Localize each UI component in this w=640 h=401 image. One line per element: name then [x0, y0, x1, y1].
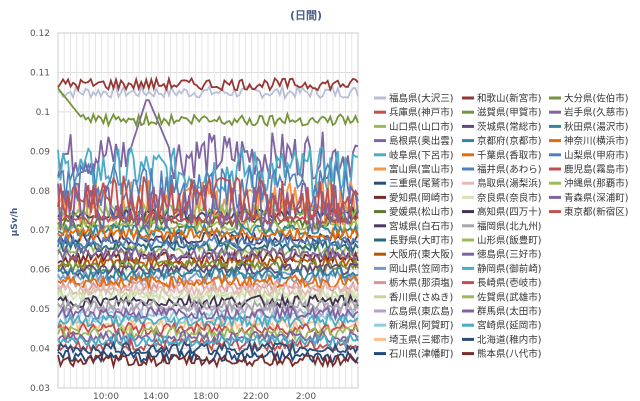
legend-label: 岩手県(久慈市) [564, 107, 628, 119]
series-lines [57, 75, 359, 370]
legend-label: 愛媛県(松山市) [389, 206, 453, 218]
legend-label: 山梨県(甲府市) [564, 149, 628, 161]
series-line [57, 313, 359, 330]
legend-label: 青森県(深浦町) [564, 192, 628, 204]
legend-label: 秋田県(湯沢市) [564, 121, 628, 133]
series-line [57, 303, 359, 322]
y-tick-label: 0.09 [30, 147, 50, 157]
series-line [57, 265, 359, 282]
series-line [57, 320, 359, 337]
y-tick-label: 0.06 [30, 266, 50, 276]
y-tick-label: 0.04 [30, 345, 50, 355]
legend-label: 茨城県(常総市) [477, 121, 541, 133]
series-line [57, 245, 359, 263]
series-line [57, 87, 359, 128]
legend-label: 福井県(あわら) [477, 164, 541, 176]
series-line [57, 182, 359, 232]
y-tick-label: 0.05 [30, 305, 50, 315]
legend-label: 岐阜県(下呂市) [389, 149, 453, 161]
series-line [57, 340, 359, 357]
series-line [57, 253, 359, 271]
x-axis: 10:00 14:00 18:00 22:00 2:00 [93, 392, 316, 401]
legend-label: 富山県(富山市) [389, 164, 453, 176]
x-tick-label: 2:00 [296, 392, 316, 401]
legend-label: 高知県(四万十) [477, 206, 541, 218]
series-line [57, 175, 359, 224]
y-tick-label: 0.08 [30, 187, 50, 197]
legend-label: 石川県(津幡町) [389, 348, 453, 360]
series-line [57, 323, 359, 342]
legend-label: 千葉県(香取市) [477, 149, 541, 161]
legend: 福島県(大沢三) 兵庫県(神戸市) 山口県(山口市) 島根県(奥出雲) 岐阜県(下呂市)… [374, 93, 628, 360]
series-line [57, 83, 359, 101]
legend-label: 栃木県(那須塩) [389, 277, 453, 289]
legend-label: 大阪府(東大阪) [389, 249, 453, 261]
legend-label: 山形県(飯豊町) [477, 235, 541, 247]
chart-title: (日間) [290, 9, 322, 22]
legend-label: 群馬県(太田市) [477, 306, 541, 318]
series-line [57, 220, 359, 240]
legend-label: 三重県(尾鷲市) [389, 178, 453, 190]
legend-label: 沖縄県(那覇市) [564, 178, 628, 190]
legend-label: 福島県(大沢三) [389, 93, 453, 105]
legend-label: 東京都(新宿区) [564, 206, 628, 218]
legend-label: 広島県(東広島) [389, 306, 453, 318]
series-line [57, 236, 359, 255]
y-tick-label: 0.07 [30, 226, 50, 236]
legend-label: 長野県(大町市) [389, 235, 453, 247]
legend-label: 大分県(佐伯市) [564, 93, 628, 105]
legend-label: 神奈川(横浜市) [564, 135, 628, 147]
legend-label: 島根県(奥出雲) [389, 135, 453, 147]
x-tick-label: 18:00 [193, 392, 219, 401]
legend-label: 京都府(京都市) [477, 135, 541, 147]
legend-label: 長崎県(壱岐市) [477, 277, 541, 289]
x-tick-label: 14:00 [143, 392, 169, 401]
series-line [57, 268, 359, 286]
legend-label: 宮城県(白石市) [389, 220, 453, 232]
legend-label: 宮崎県(延岡市) [477, 320, 541, 332]
legend-label: 香川県(さぬき) [389, 292, 453, 303]
legend-label: 奈良県(奈良市) [477, 192, 541, 204]
legend-label: 佐賀県(武雄市) [477, 291, 541, 303]
y-axis-label: μSv/h [10, 208, 20, 237]
series-line [57, 99, 359, 180]
legend-label: 鳥取県(湯梨浜) [477, 178, 541, 190]
series-line [57, 351, 359, 370]
legend-label: 兵庫県(神戸市) [389, 107, 453, 119]
series-line [57, 280, 359, 299]
legend-label: 鹿児島(霧島市) [564, 164, 628, 176]
y-tick-label: 0.11 [30, 68, 50, 78]
legend-label: 愛知県(岡崎市) [389, 192, 453, 204]
legend-label: 熊本県(八代市) [477, 348, 541, 360]
legend-label: 山口県(山口市) [389, 121, 453, 133]
y-tick-label: 0.12 [30, 29, 50, 39]
series-line [57, 217, 359, 235]
series-line [57, 75, 359, 93]
legend-label: 和歌山(新宮市) [477, 93, 541, 105]
series-line [57, 273, 359, 291]
x-tick-label: 22:00 [243, 392, 269, 401]
legend-label: 埼玉県(三郷市) [389, 334, 453, 346]
series-line [57, 331, 359, 350]
legend-label: 新潟県(阿賀町) [389, 320, 453, 332]
legend-label: 北海道(稚内市) [477, 334, 541, 346]
legend-label: 福岡県(北九州) [477, 220, 541, 232]
legend-label: 滋賀県(甲賀市) [477, 107, 541, 119]
x-tick-label: 10:00 [93, 392, 119, 401]
y-tick-label: 0.1 [36, 108, 50, 118]
legend-label: 岡山県(笠岡市) [389, 263, 453, 275]
y-tick-label: 0.03 [30, 384, 50, 394]
y-axis: 0.03 0.04 0.05 0.06 0.07 0.08 0.09 0.1 0.11 0.12 [30, 29, 50, 394]
series-line [57, 233, 359, 251]
legend-label: 静岡県(御前崎) [477, 263, 541, 275]
legend-label: 徳島県(三好市) [477, 249, 541, 261]
series-line [57, 296, 359, 315]
series-line [57, 209, 359, 226]
